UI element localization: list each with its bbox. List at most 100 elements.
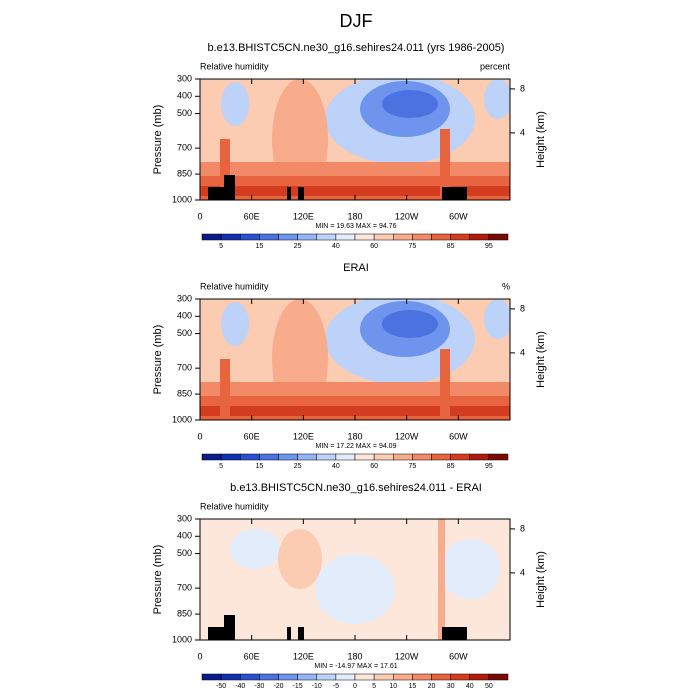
colorbar-label: 85 xyxy=(447,463,455,470)
colorbar-label: 40 xyxy=(332,243,340,250)
colorbar-box xyxy=(240,233,260,241)
y2-tick-label: 4 xyxy=(520,567,525,577)
colorbar-label: 75 xyxy=(408,243,416,250)
topography xyxy=(224,175,235,200)
left-label: Relative humidity xyxy=(200,61,269,71)
colorbar-box xyxy=(488,453,509,461)
colorbar-box xyxy=(412,233,432,241)
y-tick-label: 300 xyxy=(177,73,192,83)
colorbar-box xyxy=(431,233,451,241)
x-tick-label: 0 xyxy=(197,211,202,221)
y2-tick-label: 4 xyxy=(520,127,525,137)
colorbar-box xyxy=(488,233,509,241)
right-label: % xyxy=(502,281,510,291)
x-tick-label: 60W xyxy=(449,651,468,661)
y-tick-label: 300 xyxy=(177,513,192,523)
x-tick-label: 120W xyxy=(395,211,419,221)
neg-zone xyxy=(315,554,395,624)
y-tick-label: 1000 xyxy=(172,634,192,644)
colorbar-box xyxy=(278,453,298,461)
colorbar-box xyxy=(469,673,490,681)
colorbar-box xyxy=(297,233,317,241)
colorbar-box xyxy=(412,673,432,681)
colorbar-label: 30 xyxy=(447,683,455,690)
figure-title: DJF xyxy=(340,11,373,31)
y-tick-label: 400 xyxy=(177,91,192,101)
pos-column xyxy=(438,519,445,640)
y-tick-label: 300 xyxy=(177,293,192,303)
y-tick-label: 1000 xyxy=(172,194,192,204)
colorbar-box xyxy=(316,233,337,241)
y2-axis-label: Height (km) xyxy=(535,331,547,388)
neg-zone xyxy=(440,539,500,599)
contour-field xyxy=(200,519,510,640)
colorbar-label: 15 xyxy=(255,243,263,250)
y-tick-label: 400 xyxy=(177,531,192,541)
colorbar-label: -30 xyxy=(254,683,264,690)
topography xyxy=(442,187,467,200)
y-tick-label: 400 xyxy=(177,311,192,321)
x-tick-label: 120W xyxy=(395,651,419,661)
colorbar-box xyxy=(393,673,413,681)
x-tick-label: 0 xyxy=(197,651,202,661)
colorbar-label: -40 xyxy=(235,683,245,690)
colorbar-box xyxy=(201,673,222,681)
x-tick-label: 60W xyxy=(449,211,468,221)
y-tick-label: 700 xyxy=(177,583,192,593)
colorbar-box xyxy=(297,453,317,461)
colorbar-label: -10 xyxy=(312,683,322,690)
y2-tick-label: 8 xyxy=(520,83,525,93)
y-tick-label: 850 xyxy=(177,388,192,398)
y-axis-label: Pressure (mb) xyxy=(152,545,164,615)
colorbar-label: 5 xyxy=(219,243,223,250)
colorbar-box xyxy=(201,233,222,241)
x-tick-label: 120E xyxy=(293,431,314,441)
dry-zone xyxy=(484,299,510,339)
contour-field xyxy=(200,299,510,420)
colorbar-label: 75 xyxy=(408,463,416,470)
y-tick-label: 500 xyxy=(177,328,192,338)
x-tick-label: 60W xyxy=(449,431,468,441)
topography xyxy=(298,627,304,640)
y2-tick-label: 4 xyxy=(520,347,525,357)
panel-title: ERAI xyxy=(343,262,369,274)
colorbar-box xyxy=(220,233,241,241)
dry-zone xyxy=(221,82,249,126)
neg-zone xyxy=(230,529,280,569)
left-label: Relative humidity xyxy=(200,281,269,291)
colorbar-box xyxy=(278,673,298,681)
x-tick-label: 180 xyxy=(347,431,362,441)
colorbar-label: 40 xyxy=(466,683,474,690)
dry-zone xyxy=(484,79,510,119)
moist-column xyxy=(440,129,450,200)
moist-column xyxy=(220,359,230,420)
dry-zone xyxy=(221,302,249,346)
colorbar-label: 25 xyxy=(294,243,302,250)
x-tick-label: 0 xyxy=(197,431,202,441)
colorbar-label: 5 xyxy=(219,463,223,470)
colorbar-box xyxy=(469,233,490,241)
y-tick-label: 850 xyxy=(177,168,192,178)
colorbar-box xyxy=(450,233,470,241)
topography xyxy=(224,615,235,640)
y-tick-label: 850 xyxy=(177,608,192,618)
colorbar-label: 15 xyxy=(408,683,416,690)
colorbar-label: 60 xyxy=(370,463,378,470)
colorbar-box xyxy=(240,453,260,461)
colorbar-label: -5 xyxy=(333,683,339,690)
colorbar-label: 0 xyxy=(353,683,357,690)
colorbar-box xyxy=(412,453,432,461)
x-tick-label: 60E xyxy=(244,431,260,441)
colorbar-label: 15 xyxy=(255,463,263,470)
y-axis-label: Pressure (mb) xyxy=(152,325,164,395)
colorbar-label: -20 xyxy=(273,683,283,690)
colorbar-box xyxy=(201,453,222,461)
colorbar-box xyxy=(335,233,356,241)
x-tick-label: 120W xyxy=(395,431,419,441)
panel-title: b.e13.BHISTC5CN.ne30_g16.sehires24.011 (… xyxy=(208,42,505,54)
y-tick-label: 700 xyxy=(177,363,192,373)
colorbar-box xyxy=(354,673,375,681)
y-tick-label: 500 xyxy=(177,548,192,558)
y2-tick-label: 8 xyxy=(520,303,525,313)
colorbar-label: -15 xyxy=(293,683,303,690)
